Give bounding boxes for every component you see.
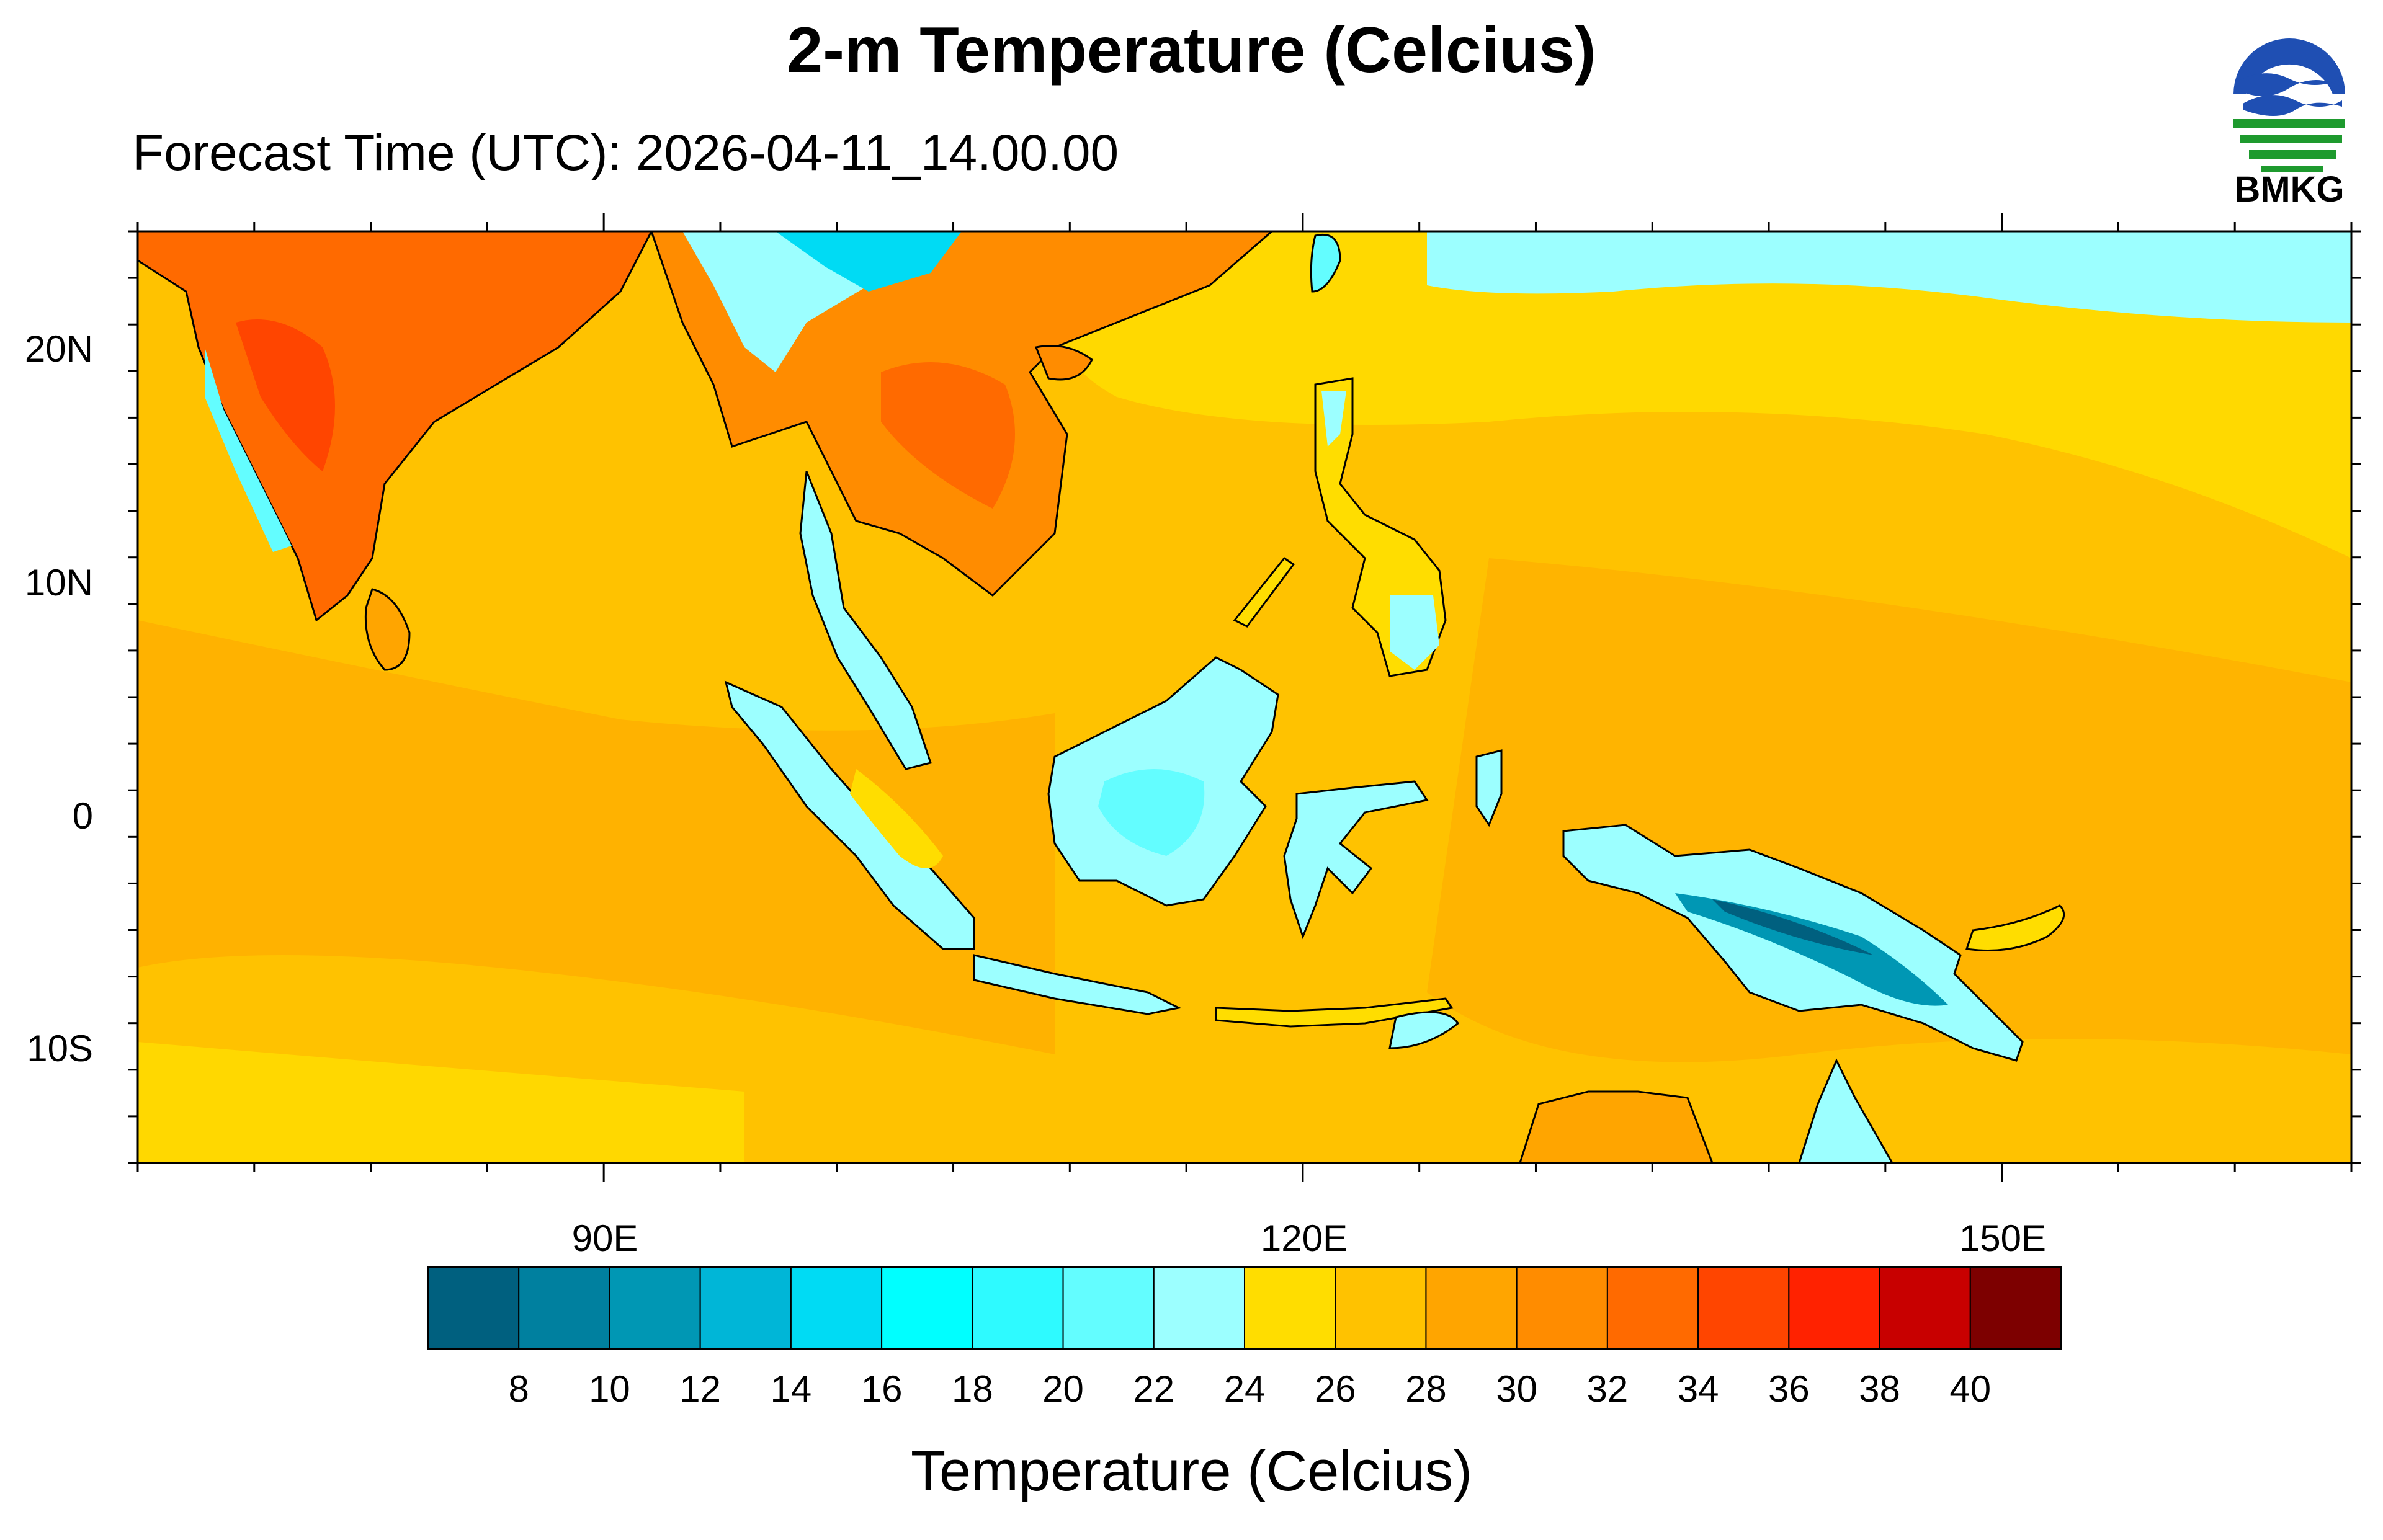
ocean-yellow-north bbox=[1047, 231, 2351, 558]
colorbar-swatch bbox=[1244, 1266, 1336, 1350]
colorbar-tick-label: 16 bbox=[861, 1368, 903, 1410]
colorbar-swatch bbox=[699, 1266, 792, 1350]
colorbar-swatch bbox=[427, 1266, 520, 1350]
colorbar-tick-label: 28 bbox=[1405, 1368, 1447, 1410]
colorbar-tick-label: 40 bbox=[1949, 1368, 1992, 1410]
colorbar-tick-label: 24 bbox=[1223, 1368, 1266, 1410]
colorbar-tick-label: 8 bbox=[508, 1368, 529, 1410]
palawan bbox=[1233, 556, 1295, 628]
lon-label-120e: 120E bbox=[1260, 1217, 1348, 1259]
colorbar-swatch bbox=[972, 1266, 1064, 1350]
colorbar-tick-label: 38 bbox=[1859, 1368, 1900, 1410]
colorbar-title: Temperature (Celcius) bbox=[911, 1440, 1472, 1503]
colorbar-tick-label: 18 bbox=[951, 1368, 993, 1410]
lesser-sunda bbox=[1215, 997, 1454, 1028]
colorbar-tick-label: 32 bbox=[1586, 1368, 1629, 1410]
colorbar-tick-label: 20 bbox=[1042, 1368, 1084, 1410]
sri-lanka bbox=[364, 588, 411, 671]
new-britain bbox=[1965, 904, 2065, 951]
colorbar-tick-label: 34 bbox=[1677, 1368, 1719, 1410]
colorbar-tick-label: 12 bbox=[679, 1368, 722, 1410]
bmkg-logo-icon bbox=[2233, 38, 2345, 172]
taiwan bbox=[1310, 234, 1341, 293]
colorbar-swatch bbox=[790, 1266, 883, 1350]
colorbar-swatch bbox=[1879, 1266, 1971, 1350]
ocean-warm-band bbox=[138, 620, 1055, 1054]
colorbar-swatch bbox=[609, 1266, 701, 1350]
australia-north bbox=[1519, 1090, 1714, 1163]
colorbar-tick-label: 26 bbox=[1314, 1368, 1356, 1410]
colorbar-swatch bbox=[1516, 1266, 1608, 1350]
colorbar-tick-label: 10 bbox=[589, 1368, 630, 1410]
colorbar-swatch bbox=[1425, 1266, 1518, 1350]
halmahera bbox=[1475, 749, 1503, 827]
colorbar-swatch bbox=[1335, 1266, 1427, 1350]
sumatra bbox=[724, 680, 975, 950]
colorbar-tick-label: 14 bbox=[770, 1368, 812, 1410]
colorbar-swatch bbox=[881, 1266, 973, 1350]
lat-label-20n: 20N bbox=[24, 328, 93, 370]
colorbar-tick-label: 36 bbox=[1768, 1368, 1810, 1410]
colorbar-swatch bbox=[1697, 1266, 1790, 1350]
malay-peninsula bbox=[799, 471, 932, 770]
colorbar-swatch bbox=[1062, 1266, 1155, 1350]
colorbar-swatch bbox=[1153, 1266, 1246, 1350]
colorbar-swatch bbox=[518, 1266, 610, 1350]
lat-label-10s: 10S bbox=[27, 1028, 93, 1069]
forecast-time-label: Forecast Time (UTC): 2026-04-11_14.00.00 bbox=[133, 125, 1119, 181]
colorbar-tick-label: 30 bbox=[1496, 1368, 1538, 1410]
lon-label-90e: 90E bbox=[571, 1217, 638, 1259]
map-title: 2-m Temperature (Celcius) bbox=[787, 14, 1596, 86]
lat-label-10n: 10N bbox=[24, 562, 93, 603]
lat-label-0: 0 bbox=[72, 795, 93, 837]
java bbox=[973, 954, 1182, 1015]
logo-text: BMKG bbox=[2234, 169, 2345, 210]
colorbar-tick-label: 22 bbox=[1133, 1368, 1175, 1410]
lon-label-150e: 150E bbox=[1959, 1217, 2047, 1259]
colorbar-swatch bbox=[1969, 1266, 2062, 1350]
colorbar-swatch bbox=[1788, 1266, 1880, 1350]
ocean-south-yellow bbox=[138, 1042, 744, 1163]
ocean-warm-east bbox=[1427, 558, 2351, 1062]
colorbar-swatch bbox=[1606, 1266, 1699, 1350]
sulawesi bbox=[1283, 780, 1429, 940]
hainan bbox=[1034, 345, 1093, 381]
